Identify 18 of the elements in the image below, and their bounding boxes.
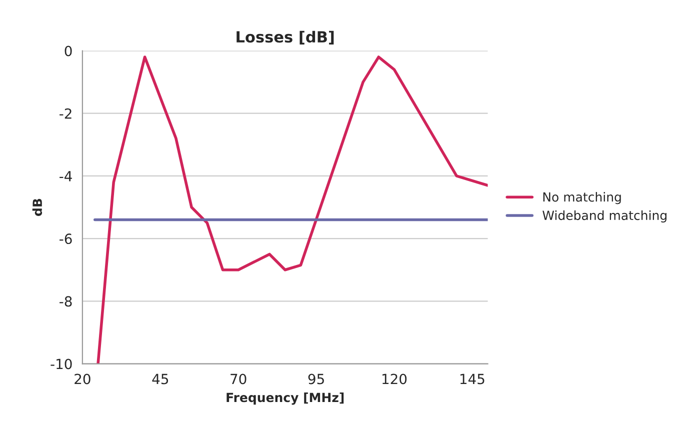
y-tick-label: -10 — [50, 358, 72, 370]
x-axis-title: Frequency [MHz] — [226, 392, 344, 405]
x-tick-label: 20 — [74, 374, 90, 384]
line-series — [96, 56, 488, 364]
y-tick-label: 0 — [64, 46, 72, 56]
x-tick-label: 120 — [382, 374, 407, 384]
legend-label: No matching — [543, 192, 621, 204]
chart-title: Losses [dB] — [236, 30, 334, 44]
y-axis-title: dB — [32, 198, 42, 216]
x-tick-label: 70 — [230, 374, 246, 384]
y-tick-label: -6 — [60, 234, 72, 244]
legend-label: Wideband matching — [542, 210, 666, 222]
y-tick-label: -8 — [60, 296, 72, 307]
x-tick-label: 45 — [152, 374, 168, 384]
x-tick-label: 145 — [460, 374, 484, 384]
x-tick-label: 95 — [308, 374, 324, 384]
y-tick-label: -2 — [60, 108, 72, 119]
y-tick-label: -4 — [60, 171, 72, 182]
